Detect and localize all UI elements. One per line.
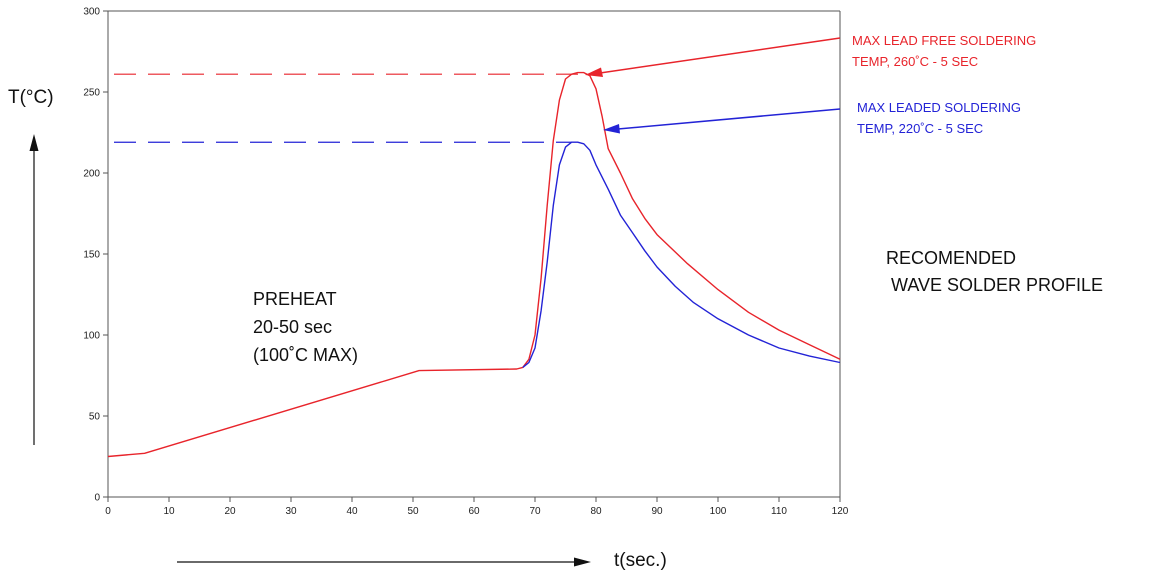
preheat-label-line1: PREHEAT [253,289,337,309]
leaded-callout-arrow [603,108,841,134]
profile-label-line1: RECOMENDED [886,248,1016,268]
x-tick-label: 40 [346,506,358,517]
x-tick-label: 20 [224,506,236,517]
lead-free-label-line1: MAX LEAD FREE SOLDERING [852,33,1036,48]
x-tick-label: 110 [771,506,787,517]
x-tick-label: 10 [163,506,175,517]
x-tick-label: 90 [651,506,663,517]
lead-free-label-line2: TEMP, 260˚C - 5 SEC [852,54,978,69]
y-tick-label: 250 [83,88,100,99]
y-tick-label: 300 [83,7,100,18]
preheat-label-line3: (100˚C MAX) [253,345,358,365]
x-tick-label: 30 [285,506,297,517]
y-tick-label: 150 [83,250,100,261]
x-axis-ticks: 0 10 20 30 40 50 60 70 80 90 100 110 120 [105,497,849,517]
y-tick-label: 100 [83,331,100,342]
y-axis-title: T(°C) [8,87,54,108]
y-tick-label: 200 [83,169,100,180]
x-tick-label: 0 [105,506,111,517]
x-axis-title: t(sec.) [614,550,667,571]
leaded-label-line1: MAX LEADED SOLDERING [857,100,1021,115]
y-tick-label: 0 [94,493,100,504]
x-axis-arrow [177,557,591,567]
leaded-label-line2: TEMP, 220˚C - 5 SEC [857,121,983,136]
x-tick-label: 60 [468,506,480,517]
y-tick-label: 50 [89,412,101,423]
y-axis-arrow [29,134,39,445]
x-tick-label: 50 [407,506,419,517]
y-axis-ticks: 0 50 100 150 200 250 300 [83,7,108,504]
series-layer [107,71,841,458]
plot-frame [107,10,841,498]
x-tick-label: 80 [590,506,602,517]
series-line-lead-free [107,71,841,458]
series-line-leaded [522,141,841,368]
x-tick-label: 100 [710,506,727,517]
x-tick-label: 70 [529,506,541,517]
lead-free-callout-arrow [585,37,841,77]
x-tick-label: 120 [832,506,849,517]
profile-label-line2: WAVE SOLDER PROFILE [886,275,1103,295]
reference-lines [114,73,584,143]
preheat-label-line2: 20-50 sec [253,317,332,337]
